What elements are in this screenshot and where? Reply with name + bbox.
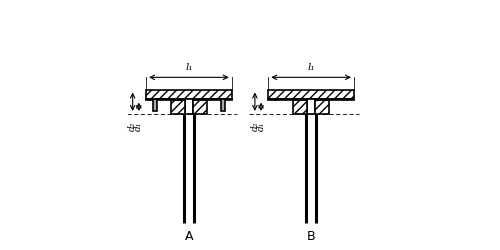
- Polygon shape: [347, 99, 354, 100]
- Polygon shape: [146, 99, 153, 100]
- Polygon shape: [307, 99, 315, 114]
- Text: d₂: d₂: [250, 121, 260, 130]
- Text: d₁: d₁: [256, 121, 266, 130]
- Polygon shape: [185, 99, 193, 114]
- Polygon shape: [268, 99, 275, 100]
- Polygon shape: [193, 100, 207, 114]
- Polygon shape: [171, 100, 185, 114]
- Text: l₁: l₁: [308, 64, 315, 72]
- Text: B: B: [307, 230, 316, 243]
- Polygon shape: [193, 99, 221, 100]
- Polygon shape: [268, 90, 354, 99]
- Polygon shape: [225, 99, 232, 100]
- Polygon shape: [221, 99, 225, 111]
- Polygon shape: [157, 99, 185, 100]
- Text: d₂: d₂: [128, 121, 137, 130]
- Text: l₁: l₁: [185, 64, 192, 72]
- Polygon shape: [146, 90, 232, 99]
- Polygon shape: [153, 99, 157, 111]
- Polygon shape: [315, 100, 329, 114]
- Polygon shape: [293, 100, 307, 114]
- Text: A: A: [184, 230, 193, 243]
- Text: d₁: d₁: [134, 121, 143, 130]
- Polygon shape: [315, 99, 347, 100]
- Polygon shape: [275, 99, 307, 100]
